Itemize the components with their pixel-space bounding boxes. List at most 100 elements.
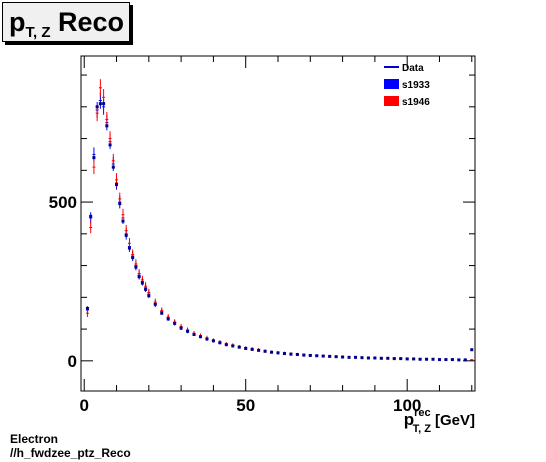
data-point [92, 156, 96, 160]
legend-label: s1946 [402, 97, 430, 108]
point-s1946 [89, 221, 93, 234]
data-point [118, 202, 122, 206]
data-point [147, 294, 151, 298]
data-point [250, 347, 254, 351]
legend-entry-data: Data [384, 63, 424, 74]
data-point [386, 356, 390, 360]
title-subscript: T, Z [25, 24, 51, 41]
data-point [179, 326, 183, 330]
data-point [134, 265, 138, 269]
legend-swatch [384, 79, 399, 89]
legend-swatch [384, 96, 399, 106]
data-point [192, 332, 196, 336]
data-point [121, 219, 125, 223]
data-point [470, 348, 474, 352]
data-point [198, 335, 202, 339]
data-point [124, 233, 128, 237]
data-point [166, 317, 170, 321]
data-point [347, 355, 351, 359]
data-point [399, 357, 403, 361]
data-point [295, 352, 299, 356]
data-point [289, 352, 293, 356]
data-point [282, 352, 286, 356]
data-point [302, 353, 306, 357]
data-point [160, 311, 164, 315]
data-point [276, 351, 280, 355]
data-point [144, 287, 148, 291]
y-tick-label: 0 [68, 352, 77, 371]
data-point [244, 346, 248, 350]
point-s1946 [98, 79, 102, 97]
data-point [457, 358, 461, 362]
data-point [111, 165, 115, 169]
data-point [173, 321, 177, 325]
data-point [95, 105, 99, 109]
legend-entry-s1946: s1946 [384, 96, 430, 108]
data-point [392, 357, 396, 361]
data-point [127, 246, 131, 250]
point-s1946 [85, 309, 89, 318]
title-rest: Reco [50, 7, 125, 37]
data-point [85, 306, 89, 310]
data-point [263, 349, 267, 353]
data-point [450, 358, 454, 362]
data-point [237, 345, 241, 349]
data-point [224, 343, 228, 347]
data-point [418, 357, 422, 361]
legend-label: s1933 [402, 80, 430, 91]
legend-entry-s1933: s1933 [384, 79, 430, 91]
data-point [98, 102, 102, 106]
data-point [153, 302, 157, 306]
x-axis-label: prec T, Z [GeV] [404, 407, 475, 435]
data-point [354, 355, 358, 359]
data-point [231, 344, 235, 348]
data-point [379, 356, 383, 360]
x-tick-label: 50 [236, 396, 255, 415]
data-point [360, 356, 364, 360]
data-point [463, 358, 467, 362]
data-point [341, 355, 345, 359]
point-s1933 [92, 147, 96, 162]
data-point [315, 354, 319, 358]
y-tick-label: 500 [49, 193, 77, 212]
data-point [105, 124, 109, 128]
data-point [131, 256, 135, 260]
data-point [257, 348, 261, 352]
data-point [89, 214, 93, 218]
histogram-title: pT, Z Reco [2, 2, 130, 42]
legend-label: Data [402, 63, 424, 74]
data-point [137, 275, 141, 279]
point-s1946 [470, 359, 474, 361]
title-main: p [9, 7, 26, 37]
data-point [205, 337, 209, 341]
data-point [102, 102, 106, 106]
point-s1946 [111, 153, 115, 168]
data-point [373, 356, 377, 360]
data-point [412, 357, 416, 361]
data-point [334, 355, 338, 359]
x-tick-label: 100 [393, 396, 421, 415]
point-s1946 [92, 160, 96, 175]
data-point [444, 358, 448, 362]
data-point [405, 357, 409, 361]
data-point [218, 341, 222, 345]
data-point [140, 281, 144, 285]
data-point [425, 357, 429, 361]
data-point [186, 329, 190, 333]
data-point [211, 339, 215, 343]
series-group [85, 79, 474, 362]
footer-path: //h_fwdzee_ptz_Reco [10, 446, 131, 460]
footer-label: Electron [10, 432, 59, 446]
data-point [366, 356, 370, 360]
data-point [321, 354, 325, 358]
point-s1946 [121, 208, 125, 221]
data-point [308, 353, 312, 357]
data-point [270, 350, 274, 354]
x-tick-label: 0 [79, 396, 88, 415]
data-point [115, 183, 119, 187]
data-point [108, 143, 112, 147]
data-point [431, 357, 435, 361]
data-point [328, 354, 332, 358]
data-point [437, 358, 441, 362]
